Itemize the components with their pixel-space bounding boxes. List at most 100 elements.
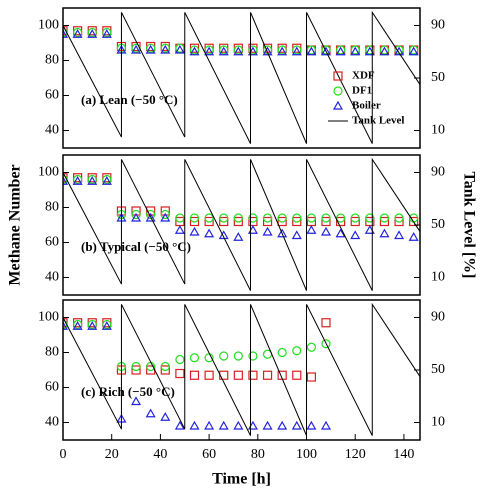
data-point — [160, 209, 170, 220]
data-point — [292, 213, 302, 223]
data-point — [350, 230, 361, 240]
data-point — [160, 43, 170, 53]
legend-marker — [333, 86, 343, 96]
data-point — [291, 420, 302, 430]
data-point — [277, 45, 287, 55]
y-tick-label: 80 — [45, 200, 59, 215]
data-point — [204, 228, 215, 238]
data-point — [145, 212, 156, 222]
data-point — [219, 45, 229, 55]
data-point — [408, 46, 419, 56]
data-point — [321, 213, 331, 223]
y-tick-label: 100 — [38, 310, 59, 325]
data-point — [321, 45, 331, 55]
data-point — [204, 370, 214, 380]
y-tick-label: 60 — [45, 88, 59, 103]
data-point — [306, 372, 316, 382]
y-axis-label: Methane Number — [7, 164, 24, 285]
data-point — [248, 45, 258, 55]
data-point — [320, 46, 332, 56]
data-point — [131, 44, 142, 54]
panel-annotation: (b) Typical (−50 °C) — [81, 239, 191, 254]
data-point — [248, 370, 258, 380]
x-tick-label: 20 — [105, 447, 119, 462]
x-tick-label: 0 — [60, 447, 67, 462]
data-point — [189, 45, 200, 55]
x-axis-label: Time [h] — [212, 471, 271, 488]
y-tick-label: 40 — [45, 123, 59, 138]
data-point — [189, 213, 200, 223]
data-point — [160, 365, 170, 375]
data-point — [336, 45, 346, 55]
data-point — [379, 46, 390, 56]
data-point — [102, 174, 112, 185]
data-point — [320, 420, 332, 430]
data-point — [233, 216, 243, 227]
tank-level-line — [63, 157, 420, 291]
data-point — [189, 226, 200, 236]
data-point — [379, 228, 390, 238]
data-point — [306, 420, 317, 430]
data-point — [175, 368, 185, 379]
y-tick-label: 40 — [45, 415, 59, 430]
data-point — [131, 209, 141, 220]
data-point — [306, 342, 316, 352]
data-point — [262, 45, 273, 55]
data-point — [335, 228, 346, 238]
data-point — [394, 213, 404, 223]
data-point — [72, 29, 83, 38]
data-point — [350, 216, 360, 227]
data-point — [335, 46, 346, 56]
data-point — [291, 230, 302, 240]
y2-tick-label: 50 — [431, 362, 445, 377]
data-point — [73, 174, 83, 185]
data-point — [87, 176, 98, 185]
data-point — [218, 46, 229, 56]
y2-tick-label: 50 — [431, 70, 445, 85]
x-tick-label: 140 — [393, 447, 414, 462]
data-point — [87, 27, 97, 38]
x-tick-label: 100 — [296, 447, 317, 462]
data-point — [189, 353, 200, 363]
y-tick-label: 60 — [45, 380, 59, 395]
data-point — [277, 46, 288, 56]
data-point — [72, 176, 83, 185]
data-point — [277, 420, 288, 430]
data-point — [204, 420, 215, 430]
data-point — [306, 46, 317, 56]
data-point — [72, 321, 83, 330]
y-tick-label: 100 — [38, 165, 59, 180]
data-point — [102, 27, 112, 38]
y-tick-label: 40 — [45, 270, 59, 285]
data-point — [189, 370, 200, 380]
panel-annotation: (a) Lean (−50 °C) — [81, 92, 178, 107]
data-point — [233, 46, 244, 56]
data-point — [233, 213, 243, 223]
data-point — [219, 216, 229, 227]
data-point — [292, 346, 302, 356]
data-point — [73, 319, 83, 330]
data-point — [189, 420, 200, 430]
data-point — [175, 213, 185, 223]
data-point — [101, 29, 112, 38]
data-point — [394, 45, 404, 55]
data-point — [350, 213, 360, 223]
data-point — [408, 232, 419, 241]
data-point — [218, 420, 229, 430]
x-tick-label: 40 — [153, 447, 167, 462]
data-point — [101, 176, 112, 185]
y2-tick-label: 10 — [431, 123, 445, 138]
data-point — [336, 216, 346, 227]
plot — [63, 157, 420, 291]
x-tick-label: 80 — [251, 447, 265, 462]
data-point — [87, 319, 97, 330]
data-point — [131, 361, 141, 372]
legend-label: Boiler — [352, 100, 381, 112]
data-point — [160, 361, 170, 372]
data-point — [394, 216, 404, 227]
data-point — [73, 27, 83, 38]
data-point — [248, 351, 258, 361]
plot-frame — [62, 7, 421, 149]
y2-tick-label: 90 — [431, 165, 445, 180]
